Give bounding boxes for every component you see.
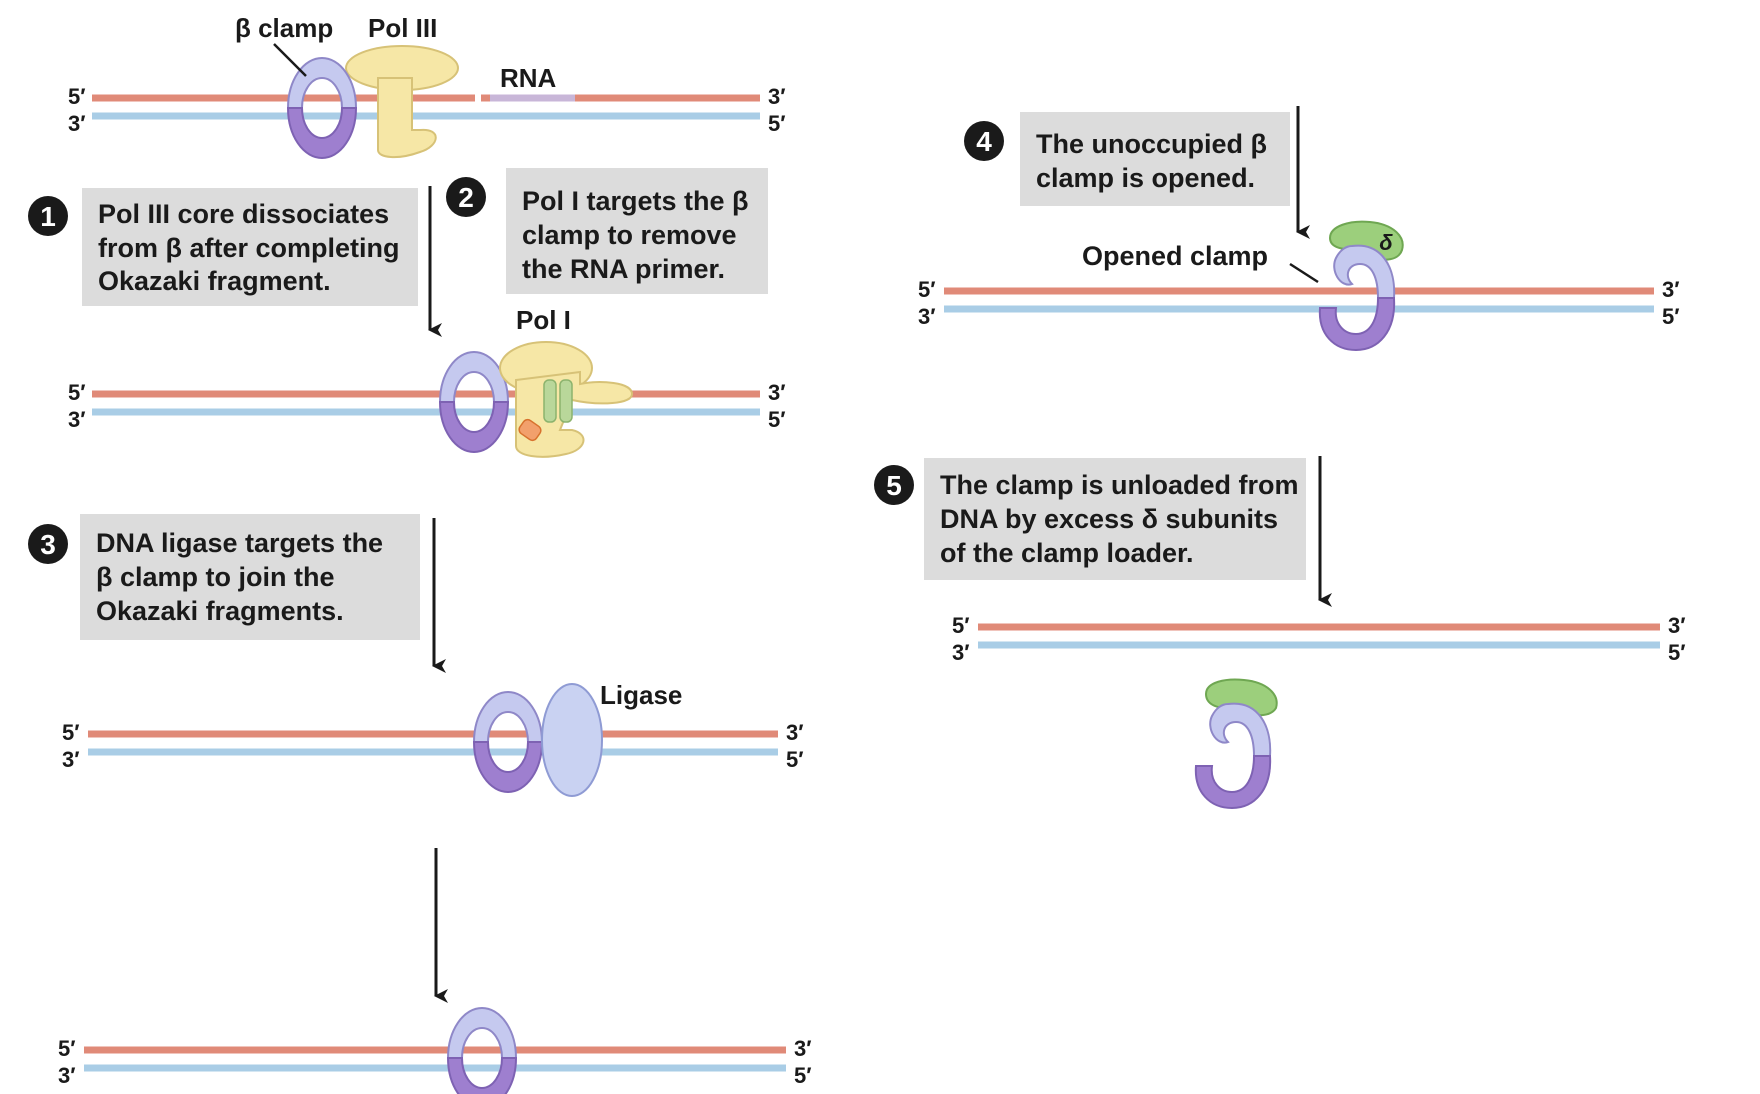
step-text-line: Okazaki fragments. <box>96 596 344 626</box>
opened-clamp <box>1318 244 1396 351</box>
strand-end: 3′ <box>768 84 786 109</box>
step-text-line: the RNA primer. <box>522 254 725 284</box>
strand-end: 5′ <box>58 1036 76 1061</box>
beta-clamp <box>473 691 543 793</box>
strand-end: 5′ <box>68 84 86 109</box>
strand-end: 3′ <box>1668 613 1686 638</box>
strand-end: 3′ <box>768 380 786 405</box>
strand-end: 3′ <box>68 111 86 136</box>
step-text-box <box>82 188 418 306</box>
step-text-line: of the clamp loader. <box>940 538 1194 568</box>
step-text-box <box>924 458 1306 580</box>
strand-end: 5′ <box>1662 304 1680 329</box>
step-text-line: from β after completing <box>98 233 400 263</box>
strand-end: 3′ <box>794 1036 812 1061</box>
step-text-line: clamp to remove <box>522 220 737 250</box>
delta-label: δ <box>1379 230 1393 255</box>
step-2: 2 Pol I targets the β clamp to remove th… <box>446 168 768 294</box>
step-text-box <box>80 514 420 640</box>
strand-end: 3′ <box>62 747 80 772</box>
step-badge <box>964 121 1004 161</box>
dna-duplex-r2: 5′ 3′ 3′ 5′ <box>952 613 1686 665</box>
strand-end: 5′ <box>786 747 804 772</box>
dna-duplex-3: 5′ 3′ 3′ 5′ <box>62 720 804 772</box>
ligase-enzyme <box>541 683 603 797</box>
strand-end: 3′ <box>1662 277 1680 302</box>
step-text-line: DNA ligase targets the <box>96 528 383 558</box>
released-clamp <box>1194 702 1272 809</box>
pol1-enzyme <box>499 341 634 458</box>
step-badge <box>28 524 68 564</box>
step-text-line: DNA by excess δ subunits <box>940 504 1278 534</box>
dna-duplex-1: 5′ 3′ 3′ 5′ <box>68 84 786 136</box>
step-number: 3 <box>40 529 56 560</box>
strand-end: 3′ <box>58 1063 76 1088</box>
step-number: 5 <box>886 470 902 501</box>
step-text-line: The unoccupied β <box>1036 129 1267 159</box>
step-1: 1 Pol III core dissociates from β after … <box>28 188 418 306</box>
step-text-line: β clamp to join the <box>96 562 335 592</box>
step-number: 4 <box>976 126 992 157</box>
step-text-line: Pol III core dissociates <box>98 199 389 229</box>
step-badge <box>446 177 486 217</box>
step-text-line: Pol I targets the β <box>522 186 749 216</box>
strand-end: 5′ <box>62 720 80 745</box>
step-4: 4 The unoccupied β clamp is opened. <box>964 112 1290 206</box>
step-number: 1 <box>40 201 56 232</box>
ligase-label: Ligase <box>600 680 682 710</box>
step-text-line: Okazaki fragment. <box>98 266 331 296</box>
strand-end: 5′ <box>952 613 970 638</box>
strand-end: 5′ <box>768 111 786 136</box>
strand-end: 5′ <box>68 380 86 405</box>
beta-clamp-label: β clamp <box>235 13 333 43</box>
dna-duplex-r1: 5′ 3′ 3′ 5′ <box>918 277 1680 329</box>
rna-label: RNA <box>500 63 557 93</box>
pol3-label: Pol III <box>368 13 437 43</box>
opened-clamp-label: Opened clamp <box>1082 241 1268 271</box>
step-text-box <box>506 168 768 294</box>
beta-clamp <box>287 57 357 159</box>
dna-duplex-4: 5′ 3′ 3′ 5′ <box>58 1036 812 1088</box>
strand-end: 3′ <box>68 407 86 432</box>
strand-end: 3′ <box>786 720 804 745</box>
step-badge <box>874 465 914 505</box>
beta-clamp <box>439 351 509 453</box>
step-badge <box>28 196 68 236</box>
step-text-line: clamp is opened. <box>1036 163 1255 193</box>
strand-end: 5′ <box>768 407 786 432</box>
pol1-label: Pol I <box>516 305 571 335</box>
strand-end: 5′ <box>794 1063 812 1088</box>
strand-end: 3′ <box>918 304 936 329</box>
strand-end: 5′ <box>918 277 936 302</box>
step-5: 5 The clamp is unloaded from DNA by exce… <box>874 458 1306 580</box>
step-number: 2 <box>458 182 474 213</box>
step-text-line: The clamp is unloaded from <box>940 470 1299 500</box>
strand-end: 3′ <box>952 640 970 665</box>
step-text-box <box>1020 112 1290 206</box>
strand-end: 5′ <box>1668 640 1686 665</box>
dna-duplex-2: 5′ 3′ 3′ 5′ <box>68 380 786 432</box>
step-3: 3 DNA ligase targets the β clamp to join… <box>28 514 420 640</box>
pol3-enzyme <box>345 45 459 158</box>
